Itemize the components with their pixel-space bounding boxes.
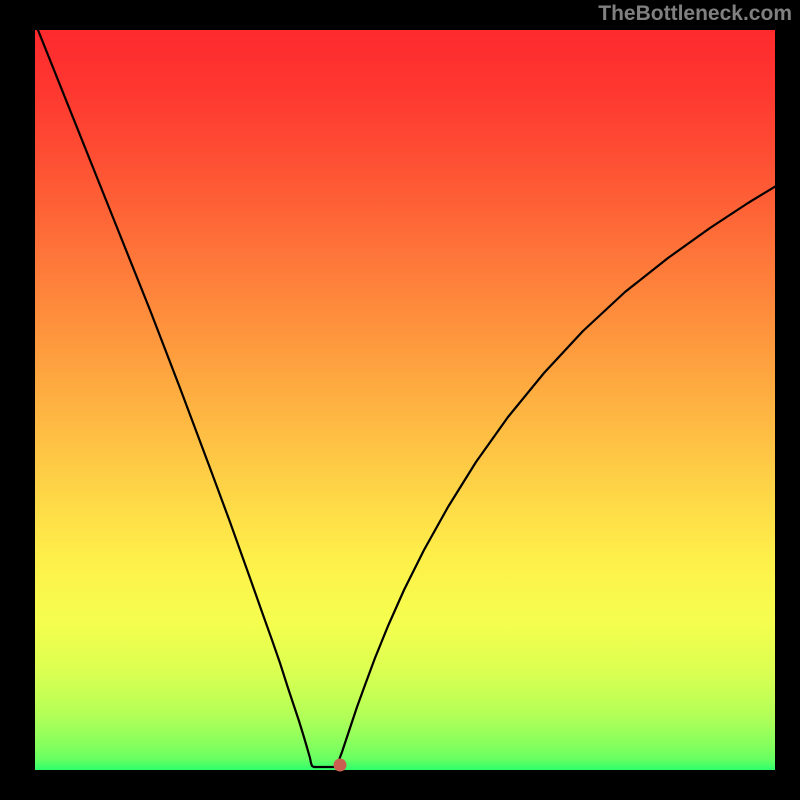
plot-area bbox=[35, 30, 775, 770]
watermark-text: TheBottleneck.com bbox=[598, 2, 792, 26]
chart-container: TheBottleneck.com bbox=[0, 0, 800, 800]
curve-path bbox=[36, 30, 775, 767]
optimal-point-marker bbox=[334, 759, 347, 772]
bottleneck-curve bbox=[35, 30, 775, 770]
